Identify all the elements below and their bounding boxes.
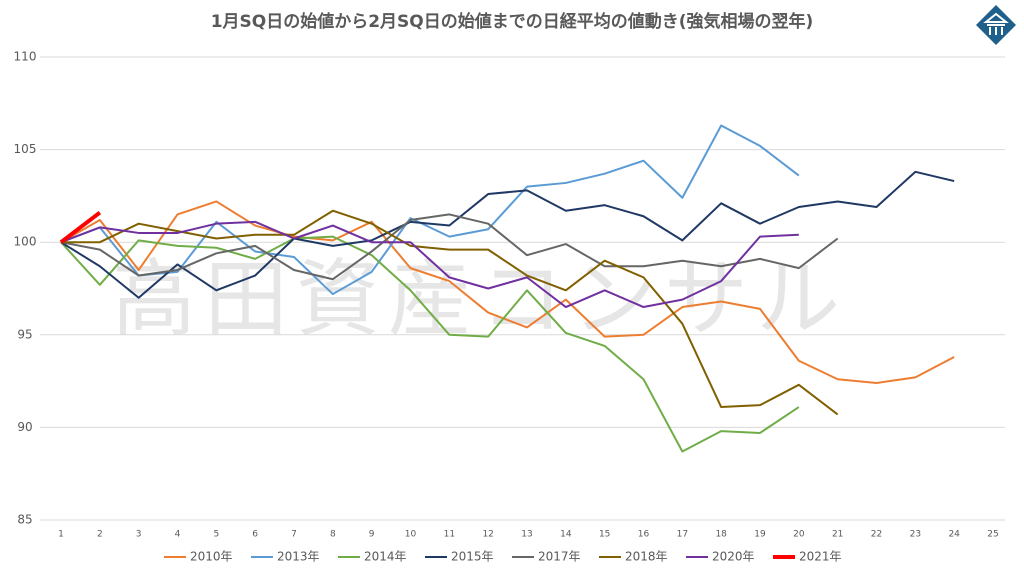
y-tick-label: 100: [14, 235, 37, 249]
series-line: [60, 200, 955, 384]
x-tick-label: 9: [369, 530, 375, 540]
legend-label: 2020年: [712, 550, 755, 564]
series-line: [60, 235, 800, 453]
x-tick-label: 24: [948, 530, 960, 540]
x-tick-label: 17: [677, 530, 688, 540]
legend-label: 2010年: [190, 550, 233, 564]
legend-label: 2017年: [538, 550, 581, 564]
x-tick-label: 5: [213, 530, 219, 540]
y-tick-label: 110: [14, 50, 37, 64]
legend-label: 2014年: [364, 550, 407, 564]
x-tick-label: 1: [58, 530, 64, 540]
series-line: [60, 170, 955, 299]
x-tick-label: 6: [252, 530, 258, 540]
x-tick-label: 10: [405, 530, 417, 540]
series-line: [61, 209, 839, 416]
series-line: [60, 220, 799, 309]
x-tick-label: 20: [793, 530, 805, 540]
legend-label: 2013年: [277, 550, 320, 564]
x-tick-label: 14: [560, 530, 572, 540]
y-tick-label: 90: [17, 420, 32, 434]
x-tick-label: 4: [175, 530, 181, 540]
y-tick-label: 95: [17, 327, 32, 341]
y-tick-label: 85: [17, 513, 32, 527]
x-tick-label: 23: [910, 530, 921, 540]
x-tick-label: 3: [136, 530, 142, 540]
legend-label: 2018年: [625, 550, 668, 564]
x-tick-label: 22: [871, 530, 882, 540]
chart-title: 1月SQ日の始値から2月SQ日の始値までの日経平均の値動き(強気相場の翌年): [211, 11, 814, 32]
y-tick-label: 105: [14, 142, 37, 156]
legend-label: 2015年: [451, 550, 494, 564]
x-tick-label: 25: [987, 530, 998, 540]
legend-label: 2021年: [799, 550, 842, 564]
x-tick-label: 15: [599, 530, 610, 540]
x-tick-label: 13: [521, 530, 532, 540]
x-tick-label: 7: [291, 530, 297, 540]
x-tick-label: 19: [754, 530, 766, 540]
x-tick-label: 11: [444, 530, 455, 540]
x-tick-label: 18: [715, 530, 727, 540]
x-tick-label: 21: [832, 530, 843, 540]
series-line: [59, 210, 102, 244]
watermark: 高田資産コンサル: [112, 250, 848, 348]
x-tick-label: 12: [482, 530, 493, 540]
series-line: [60, 124, 800, 296]
x-tick-label: 2: [97, 530, 103, 540]
series-line: [60, 213, 839, 281]
x-tick-label: 16: [638, 530, 650, 540]
logo: [976, 5, 1016, 45]
x-tick-label: 8: [330, 530, 336, 540]
